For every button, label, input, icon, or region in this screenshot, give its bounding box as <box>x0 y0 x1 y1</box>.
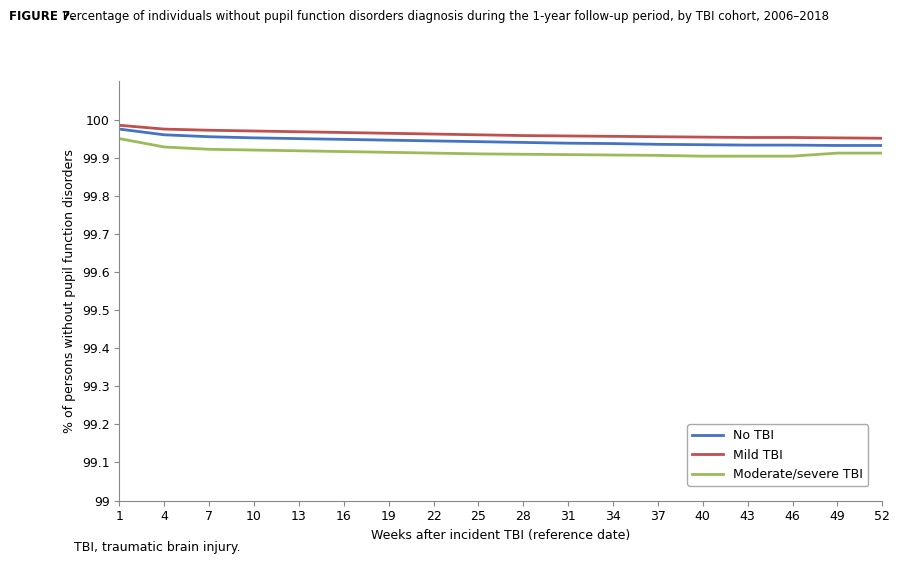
Mild TBI <box>473 132 484 139</box>
Text: Percentage of individuals without pupil function disorders diagnosis during the : Percentage of individuals without pupil … <box>59 10 829 23</box>
Moderate/severe TBI <box>428 150 439 157</box>
No TBI <box>293 135 304 142</box>
Mild TBI <box>248 127 259 134</box>
Text: TBI, traumatic brain injury.: TBI, traumatic brain injury. <box>74 541 240 554</box>
Mild TBI <box>383 130 394 137</box>
No TBI <box>114 126 125 133</box>
No TBI <box>428 137 439 144</box>
Mild TBI <box>607 133 618 140</box>
No TBI <box>383 137 394 144</box>
No TBI <box>698 141 709 148</box>
Mild TBI <box>428 130 439 137</box>
Legend: No TBI, Mild TBI, Moderate/severe TBI: No TBI, Mild TBI, Moderate/severe TBI <box>687 424 868 486</box>
Mild TBI <box>743 134 754 141</box>
Moderate/severe TBI <box>607 151 618 158</box>
Moderate/severe TBI <box>698 152 709 159</box>
No TBI <box>787 141 798 148</box>
No TBI <box>832 142 843 149</box>
No TBI <box>517 139 528 146</box>
No TBI <box>204 133 215 140</box>
Line: Moderate/severe TBI: Moderate/severe TBI <box>119 139 882 156</box>
Mild TBI <box>338 129 349 136</box>
Mild TBI <box>517 132 528 139</box>
Mild TBI <box>293 128 304 135</box>
No TBI <box>248 134 259 141</box>
No TBI <box>473 138 484 145</box>
Mild TBI <box>877 135 888 142</box>
No TBI <box>562 140 573 147</box>
Mild TBI <box>832 134 843 141</box>
X-axis label: Weeks after incident TBI (reference date): Weeks after incident TBI (reference date… <box>371 529 630 542</box>
Line: Mild TBI: Mild TBI <box>119 125 882 139</box>
Mild TBI <box>698 134 709 141</box>
Moderate/severe TBI <box>293 147 304 154</box>
No TBI <box>652 141 664 148</box>
Moderate/severe TBI <box>652 152 664 159</box>
No TBI <box>743 141 754 148</box>
Mild TBI <box>652 133 664 140</box>
Mild TBI <box>159 126 170 133</box>
Moderate/severe TBI <box>832 150 843 157</box>
Moderate/severe TBI <box>338 148 349 155</box>
Moderate/severe TBI <box>562 151 573 158</box>
Moderate/severe TBI <box>877 150 888 157</box>
No TBI <box>338 136 349 143</box>
Moderate/severe TBI <box>248 147 259 154</box>
No TBI <box>607 140 618 147</box>
Mild TBI <box>204 127 215 134</box>
Y-axis label: % of persons without pupil function disorders: % of persons without pupil function diso… <box>63 149 76 433</box>
Line: No TBI: No TBI <box>119 129 882 146</box>
No TBI <box>159 132 170 139</box>
Text: FIGURE 7.: FIGURE 7. <box>9 10 75 23</box>
Moderate/severe TBI <box>114 135 125 142</box>
Moderate/severe TBI <box>204 146 215 153</box>
Mild TBI <box>787 134 798 141</box>
Moderate/severe TBI <box>473 150 484 157</box>
Moderate/severe TBI <box>517 151 528 158</box>
Mild TBI <box>114 122 125 129</box>
Moderate/severe TBI <box>787 152 798 159</box>
Moderate/severe TBI <box>743 152 754 159</box>
Moderate/severe TBI <box>159 144 170 151</box>
No TBI <box>877 142 888 149</box>
Moderate/severe TBI <box>383 149 394 156</box>
Mild TBI <box>562 133 573 140</box>
